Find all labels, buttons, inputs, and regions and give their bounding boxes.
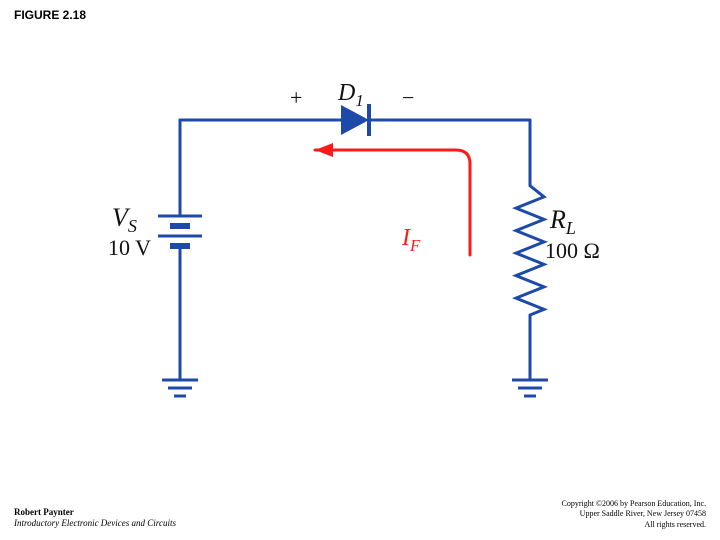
footer-author-block: Robert Paynter Introductory Electronic D…: [14, 507, 176, 530]
source-label: VS: [112, 203, 137, 237]
load-symbol: R: [550, 205, 566, 234]
diode-designator: D1: [338, 80, 364, 111]
load-subscript: L: [566, 218, 576, 238]
slide-page: FIGURE 2.18 + D1 − VS 10 V IF: [0, 0, 720, 540]
footer-copyright-line2: Upper Saddle River, New Jersey 07458: [562, 509, 707, 519]
diode-plus: +: [290, 85, 302, 111]
source-symbol: V: [112, 203, 128, 232]
source-value: 10 V: [108, 235, 151, 261]
current-subscript: F: [410, 236, 420, 255]
diode-symbol: D: [338, 80, 355, 106]
source-subscript: S: [128, 216, 137, 236]
load-label: RL: [550, 205, 576, 239]
footer-copyright-block: Copyright ©2006 by Pearson Education, In…: [562, 499, 707, 530]
footer-book-title: Introductory Electronic Devices and Circ…: [14, 518, 176, 530]
diode-subscript: 1: [355, 91, 363, 110]
figure-label: FIGURE 2.18: [14, 8, 86, 22]
footer-copyright-line1: Copyright ©2006 by Pearson Education, In…: [562, 499, 707, 509]
footer-copyright-line3: All rights reserved.: [562, 520, 707, 530]
diode-minus: −: [402, 85, 414, 111]
circuit-diagram: + D1 − VS 10 V IF RL 100 Ω: [120, 80, 600, 440]
footer-author: Robert Paynter: [14, 507, 176, 519]
current-label: IF: [402, 225, 420, 256]
load-value: 100 Ω: [545, 238, 600, 264]
circuit-svg: [120, 80, 600, 440]
current-symbol: I: [402, 225, 410, 251]
